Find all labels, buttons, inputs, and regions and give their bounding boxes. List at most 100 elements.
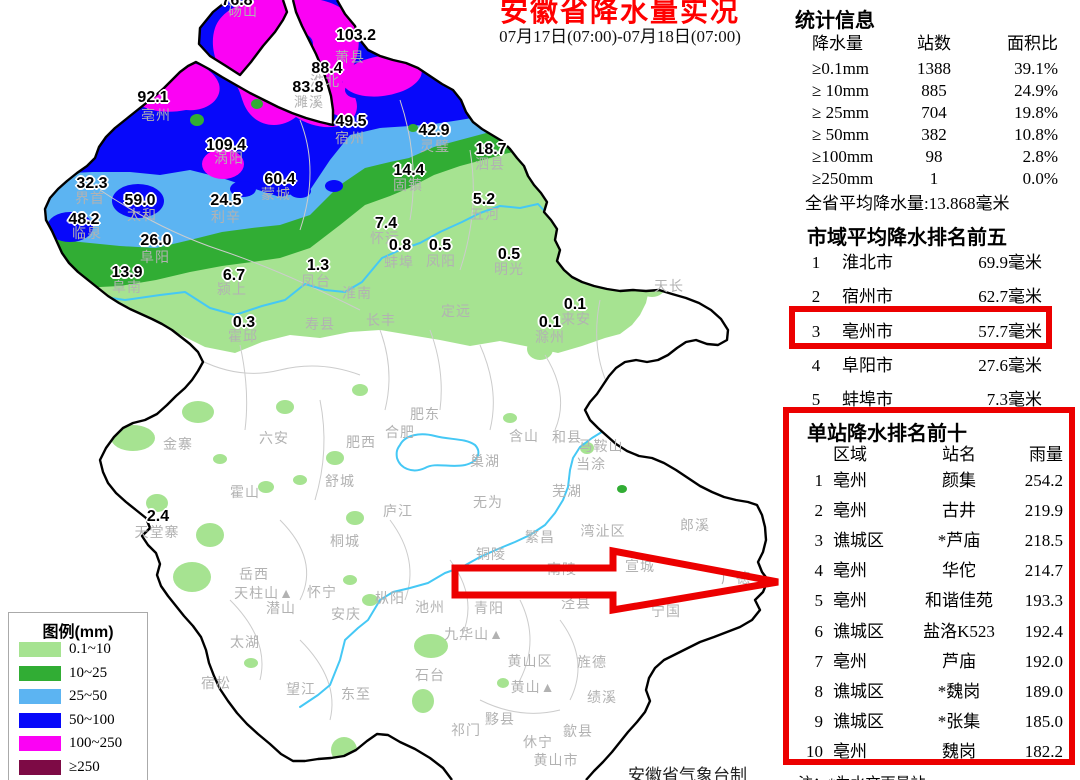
stats-station-count: 885	[921, 81, 947, 100]
map-city-label: 潜山	[266, 600, 296, 616]
map-city-label: 望江	[286, 681, 316, 697]
map-city-label: 岳西	[239, 566, 269, 582]
legend-row: 0.1~10	[9, 642, 147, 658]
stats-threshold: ≥ 50mm	[812, 125, 870, 144]
stats-area-ratio: 0.0%	[1022, 169, 1058, 188]
map-city-label: 含山	[509, 428, 539, 444]
stats-header-row: 降水量 站数 面积比	[800, 34, 1058, 54]
stats-row: ≥ 25mm 704 19.8%	[800, 103, 1058, 123]
stats-area-ratio: 2.8%	[1022, 147, 1058, 166]
map-city-label: 黟县	[485, 711, 515, 727]
map-city-label: 长丰	[366, 312, 396, 328]
station-rank-row: 6 谯城区 盐洛K523 192.4	[797, 621, 1064, 642]
map-value-label: 0.1	[563, 296, 587, 313]
map-city-label: 来安	[561, 311, 591, 327]
stats-station-count: 1	[929, 169, 939, 188]
map-city-label: 天长	[654, 278, 684, 294]
stats-threshold: ≥ 25mm	[812, 103, 870, 122]
station-header-row: 区域 站名 雨量	[797, 445, 1063, 465]
map-value-label: 0.5	[497, 246, 521, 263]
map-city-label: 宿松	[201, 675, 231, 691]
map-city-label: 南陵	[547, 561, 577, 577]
map-city-label: 广德	[721, 570, 751, 586]
city-rank-row: 2 宿州市 62.7毫米	[802, 287, 1042, 307]
map-city-label: 霍邱	[228, 328, 258, 344]
map-city-label: 蚌埠	[384, 254, 414, 270]
map-city-label: 淮北	[310, 73, 340, 89]
stats-area-ratio: 24.9%	[1014, 81, 1058, 100]
station-region: 谯城区	[833, 681, 884, 701]
map-city-label: 桐城	[330, 533, 360, 549]
station-rank-number: 4	[814, 561, 824, 581]
map-value-label: 13.9	[111, 264, 143, 281]
city-rank-number: 4	[811, 355, 821, 375]
legend-row: 10~25	[9, 665, 147, 682]
legend-label: ≥250	[69, 759, 100, 775]
stats-col-precip: 降水量	[812, 34, 863, 53]
station-col-rain: 雨量	[1029, 445, 1063, 464]
station-rank-number: 8	[814, 681, 824, 701]
map-city-label: 宁国	[651, 603, 681, 619]
station-rain-value: 193.3	[1024, 591, 1063, 611]
map-city-label: 铜陵	[476, 546, 506, 562]
station-rank-number: 5	[814, 591, 824, 611]
map-value-label: 0.5	[428, 237, 452, 254]
map-value-label: 109.4	[205, 137, 247, 154]
map-value-label: 24.5	[210, 192, 242, 209]
map-city-label: 巢湖	[470, 453, 500, 469]
map-city-label: 涡阳	[214, 150, 244, 166]
city-name: 阜阳市	[842, 355, 893, 375]
map-city-label: 淮南	[342, 285, 372, 301]
city-name: 亳州市	[842, 321, 893, 341]
stats-station-count: 382	[921, 125, 947, 144]
station-name: 颜集	[942, 471, 976, 490]
map-city-label: 太湖	[230, 634, 260, 650]
map-value-label: 32.3	[76, 175, 108, 192]
city-precip-value: 57.7毫米	[978, 321, 1042, 341]
legend-swatch	[19, 665, 61, 681]
station-rank-row: 10 亳州 魏岗 182.2	[797, 742, 1063, 762]
map-city-label: 砀山	[228, 3, 258, 19]
map-city-label: 怀远	[370, 230, 400, 246]
legend-row: ≥250	[9, 760, 147, 776]
map-city-label: 祁门	[451, 722, 481, 738]
map-city-label: 濉溪	[294, 94, 324, 110]
legend-row: 25~50	[9, 689, 147, 705]
map-city-label: 五河	[470, 206, 500, 222]
map-city-label: 马鞍山	[578, 438, 624, 454]
map-value-label: 0.1	[538, 314, 562, 331]
stats-area-ratio: 19.8%	[1014, 103, 1058, 122]
stats-area-ratio: 39.1%	[1014, 59, 1058, 78]
map-city-label: 明光	[494, 261, 524, 277]
map-city-label: 太和	[127, 207, 157, 223]
map-city-label: 临泉	[72, 225, 102, 241]
map-value-label: 76.8	[221, 0, 253, 9]
city-rank-number: 1	[811, 253, 821, 272]
station-rank-number: 6	[814, 621, 824, 641]
city-name: 宿州市	[842, 287, 893, 307]
city-rank-number: 3	[811, 321, 821, 341]
map-city-label: 休宁	[523, 734, 553, 750]
map-value-label: 0.3	[232, 314, 256, 331]
city-rank-row: 5 蚌埠市 7.3毫米	[802, 390, 1042, 410]
map-city-label: 芜湖	[552, 483, 582, 499]
station-name: *芦庙	[937, 531, 981, 551]
map-city-label: 泗县	[475, 156, 505, 172]
page-title: 安徽省降水量实况	[499, 0, 741, 27]
station-name: 盐洛K523	[923, 621, 995, 641]
stats-row: ≥100mm 98 2.8%	[800, 147, 1058, 167]
stats-heading: 统计信息	[795, 10, 875, 32]
station-rain-value: 192.0	[1024, 651, 1063, 671]
map-city-label: 歙县	[563, 723, 593, 739]
map-city-label: 当涂	[576, 456, 606, 472]
legend-title: 图例(mm)	[42, 624, 114, 641]
city-precip-value: 7.3毫米	[986, 390, 1042, 410]
map-city-label: 怀宁	[307, 584, 337, 600]
observation-period: 07月17日(07:00)-07月18日(07:00)	[499, 27, 741, 46]
station-rain-value: 189.0	[1024, 681, 1063, 701]
stats-threshold: ≥0.1mm	[812, 59, 870, 78]
map-value-label: 26.0	[140, 232, 172, 249]
map-value-label: 83.8	[292, 79, 324, 96]
stats-row: ≥0.1mm 1388 39.1%	[800, 59, 1058, 79]
